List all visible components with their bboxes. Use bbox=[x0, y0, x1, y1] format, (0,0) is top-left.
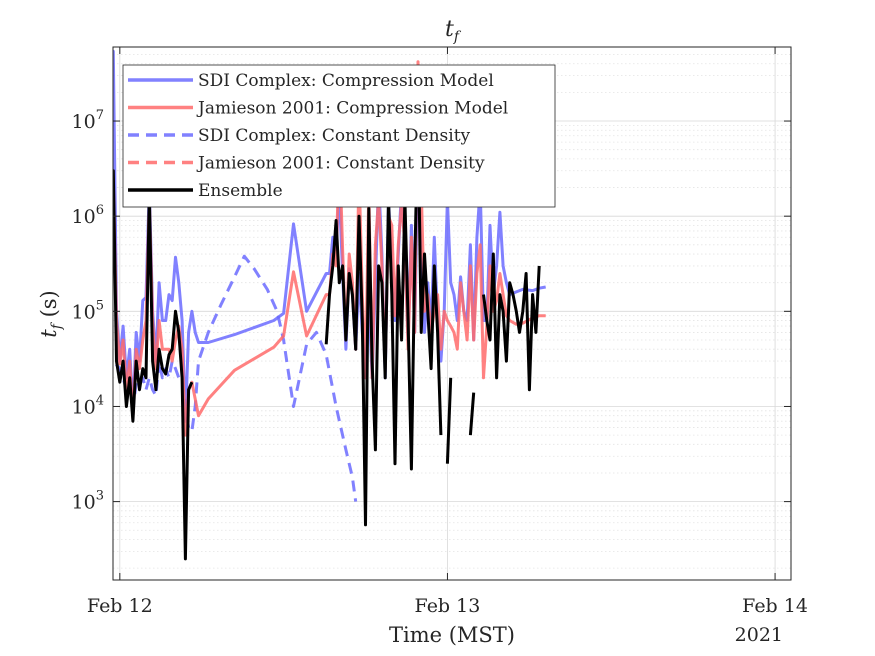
series-line bbox=[445, 377, 453, 464]
y-tick-label: 104 bbox=[72, 393, 104, 418]
tick-labels: 103 104 105 106 107 Feb 12 Feb 13 Feb 14 bbox=[72, 108, 808, 617]
y-axis-label: tf (s) bbox=[37, 290, 65, 337]
legend-label: Jamieson 2001: Compression Model bbox=[196, 99, 508, 119]
series-line bbox=[468, 392, 476, 436]
year-label: 2021 bbox=[735, 624, 783, 646]
series-jamieson-2001-constant-density bbox=[0, 332, 103, 580]
y-tick-label: 105 bbox=[72, 298, 104, 323]
series-line bbox=[113, 169, 194, 561]
axis-ticks bbox=[113, 47, 791, 580]
axes-box bbox=[112, 46, 792, 581]
x-tick-label: Feb 14 bbox=[742, 595, 808, 617]
legend-box bbox=[122, 64, 556, 208]
series-line bbox=[324, 115, 443, 527]
y-tick-label: 106 bbox=[72, 203, 104, 228]
x-axis-label: Time (MST) bbox=[389, 623, 515, 647]
legend: SDI Complex: Compression Model Jamieson 2… bbox=[122, 64, 556, 208]
y-tick-label: 107 bbox=[72, 108, 104, 133]
series-line bbox=[113, 60, 546, 437]
legend-label: Jamieson 2001: Constant Density bbox=[196, 154, 485, 174]
y-tick-label: 103 bbox=[72, 489, 104, 514]
series-line bbox=[482, 252, 541, 392]
x-tick-label: Feb 13 bbox=[415, 595, 481, 617]
x-tick-label: Feb 12 bbox=[87, 595, 153, 617]
series-layer bbox=[0, 49, 546, 580]
chart-title: tf bbox=[445, 17, 462, 45]
series-ensemble bbox=[113, 115, 541, 561]
legend-label: SDI Complex: Constant Density bbox=[198, 126, 471, 146]
legend-label: Ensemble bbox=[198, 181, 283, 201]
series-line bbox=[0, 332, 103, 580]
legend-label: SDI Complex: Compression Model bbox=[198, 71, 494, 91]
series-jamieson-2001-compression-model bbox=[113, 60, 546, 437]
